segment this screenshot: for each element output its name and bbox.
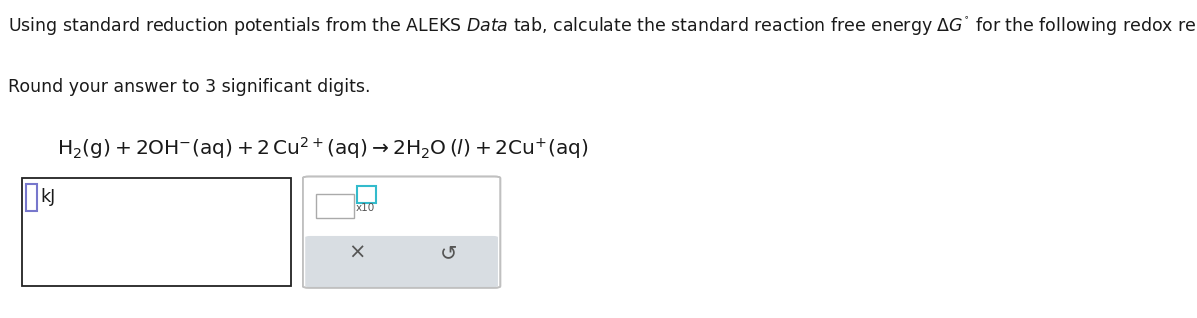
Text: ×: × (348, 243, 365, 263)
Text: Round your answer to 3 significant digits.: Round your answer to 3 significant digit… (8, 78, 371, 96)
Text: Using standard reduction potentials from the ALEKS $\mathit{Data}$ tab, calculat: Using standard reduction potentials from… (8, 14, 1197, 38)
Text: ↺: ↺ (440, 243, 457, 263)
Text: kJ: kJ (41, 188, 56, 206)
Text: $\mathrm{H_2(g) + 2OH^{-}(aq) + 2\,Cu^{2+}(aq)\rightarrow 2H_2O\,(\mathit{l}) + : $\mathrm{H_2(g) + 2OH^{-}(aq) + 2\,Cu^{2… (57, 135, 589, 161)
Text: x10: x10 (356, 203, 375, 213)
